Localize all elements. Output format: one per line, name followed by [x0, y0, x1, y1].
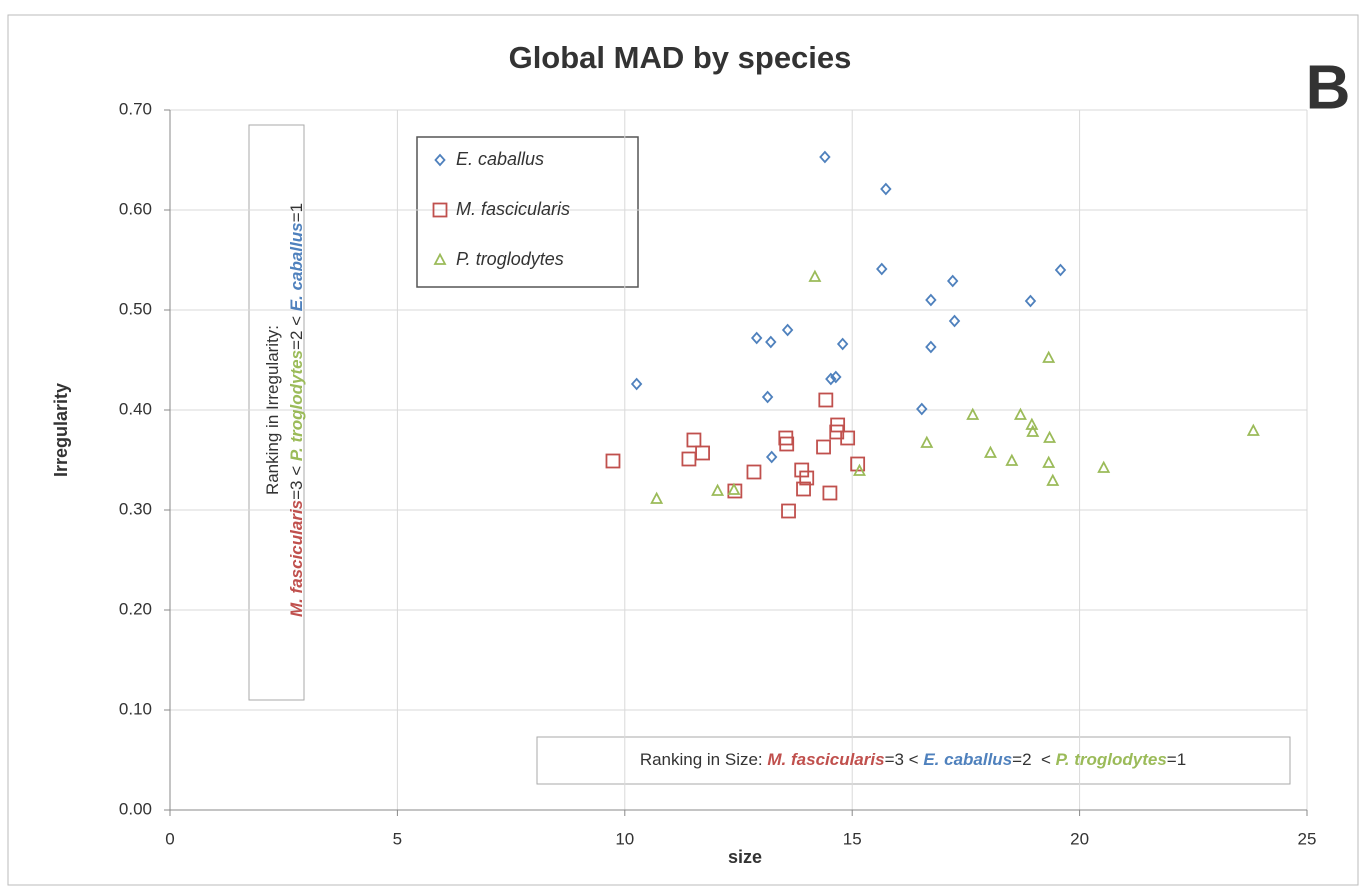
x-tick-label: 25: [1298, 829, 1317, 848]
legend-marker: [433, 252, 447, 265]
legend-label: P. troglodytes: [456, 249, 564, 269]
x-tick-label: 15: [843, 829, 862, 848]
point: [816, 439, 831, 455]
point: [781, 503, 796, 519]
y-tick-label: 0.60: [119, 199, 152, 218]
annotation-part: =2 <: [287, 311, 306, 350]
point: [819, 150, 831, 164]
annotation-part: =1: [287, 203, 306, 222]
point: [727, 482, 741, 495]
point: [779, 436, 795, 452]
annotation-part: E. caballus: [923, 750, 1012, 769]
point: [761, 390, 774, 404]
legend-marker: [432, 202, 448, 218]
point: [925, 293, 937, 307]
point: [966, 407, 980, 420]
point: [836, 337, 849, 351]
annotation-part: Ranking in Irregularity:: [263, 325, 282, 495]
point: [711, 483, 725, 496]
annotation-part: P. troglodytes: [1056, 750, 1167, 769]
annotation-part: Ranking in Size:: [640, 750, 768, 769]
annotation: Ranking in Irregularity:: [263, 325, 282, 495]
point: [781, 323, 794, 337]
point: [799, 470, 815, 486]
point: [830, 370, 842, 384]
point: [876, 262, 888, 276]
point: [1024, 294, 1037, 308]
point: [1042, 350, 1056, 363]
legend-marker: [434, 153, 446, 167]
point: [916, 402, 928, 416]
point: [925, 340, 937, 354]
annotation-box: [248, 124, 305, 701]
point: [630, 377, 643, 391]
point: [852, 463, 866, 476]
annotation-part: =3 <: [287, 461, 306, 500]
annotation-part: =1: [1167, 750, 1186, 769]
legend-label: M. fascicularis: [456, 199, 570, 219]
y-tick-label: 0.00: [119, 799, 152, 818]
y-tick-label: 0.30: [119, 499, 152, 518]
point: [948, 314, 961, 328]
annotation: Ranking in Size: M. fascicularis=3 < E. …: [640, 750, 1186, 769]
y-tick-label: 0.40: [119, 399, 152, 418]
annotation-part: =3 <: [885, 750, 924, 769]
point: [818, 392, 834, 408]
point: [946, 274, 959, 288]
point: [1054, 263, 1067, 277]
point: [920, 435, 934, 448]
point: [1026, 424, 1040, 437]
point: [794, 462, 810, 478]
y-tick-label: 0.20: [119, 599, 152, 618]
point: [686, 432, 702, 448]
annotation-box: [536, 736, 1291, 785]
point: [825, 372, 837, 386]
point: [796, 481, 811, 497]
y-tick-label: 0.70: [119, 99, 152, 118]
y-tick-label: 0.50: [119, 299, 152, 318]
point: [1042, 455, 1056, 468]
legend-label: E. caballus: [456, 149, 544, 169]
annotation-part: M. fascicularis: [287, 500, 306, 617]
point: [605, 453, 621, 469]
y-axis-label: Irregularity: [51, 383, 71, 477]
annotation-part: P. troglodytes: [287, 350, 306, 461]
x-tick-label: 10: [615, 829, 634, 848]
point: [650, 491, 664, 504]
point: [1013, 407, 1027, 420]
point: [765, 450, 778, 464]
point: [1097, 460, 1111, 473]
point: [750, 331, 763, 345]
point: [746, 464, 762, 480]
point: [840, 430, 856, 446]
legend-box: [416, 136, 639, 288]
annotation-part: =2 <: [1012, 750, 1055, 769]
annotation-part: E. caballus: [287, 222, 306, 311]
point: [1043, 430, 1057, 443]
panel-label: B: [1306, 53, 1351, 122]
point: [983, 445, 997, 458]
point: [1005, 453, 1019, 466]
x-tick-label: 0: [165, 829, 174, 848]
chart-title: Global MAD by species: [509, 40, 852, 75]
point: [1246, 423, 1260, 436]
annotation: M. fascicularis=3 < P. troglodytes=2 < E…: [287, 203, 306, 617]
x-axis-label: size: [728, 847, 762, 867]
point: [765, 335, 777, 349]
point: [1046, 473, 1060, 486]
point: [808, 269, 822, 282]
x-tick-label: 5: [393, 829, 402, 848]
point: [695, 445, 710, 461]
x-tick-label: 20: [1070, 829, 1089, 848]
annotation-part: M. fascicularis: [767, 750, 884, 769]
point: [880, 182, 892, 196]
y-tick-label: 0.10: [119, 699, 152, 718]
point: [822, 485, 838, 501]
